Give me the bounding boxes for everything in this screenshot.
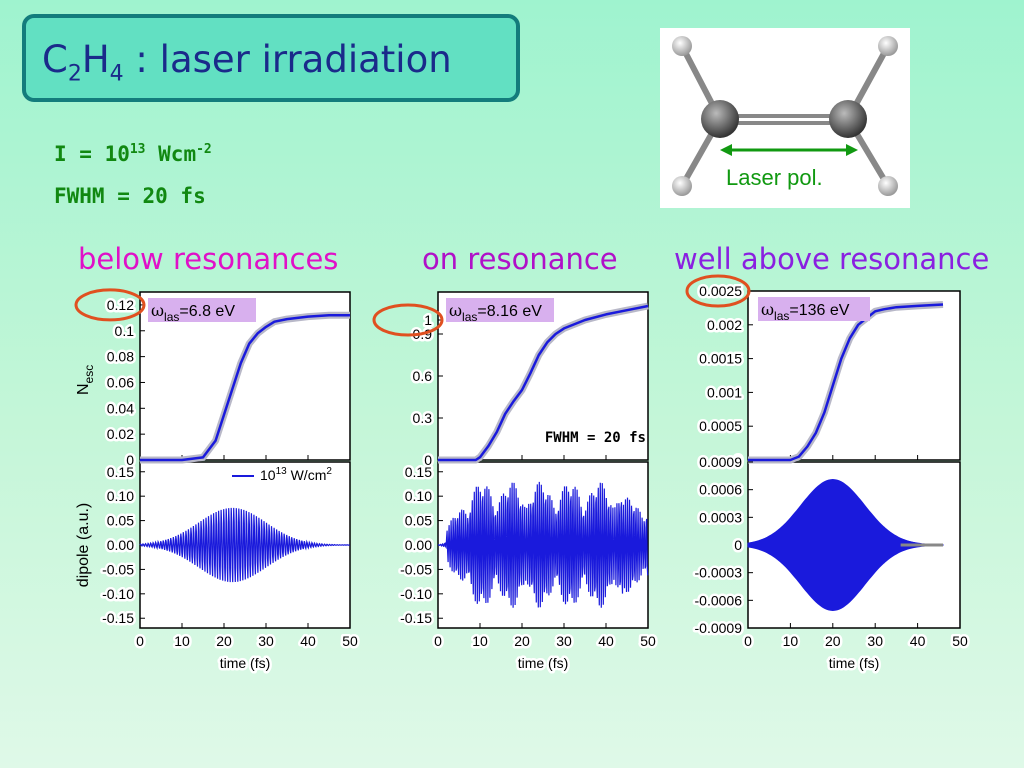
x-tick-label: 10	[174, 633, 190, 649]
y-tick-label: 0.0015	[699, 351, 742, 367]
omega-label-box	[446, 298, 554, 322]
nesc-curve	[140, 314, 350, 462]
title-box: C2H4 : laser irradiation	[22, 14, 520, 102]
highlight-circle	[372, 303, 444, 337]
omega-label-box	[758, 297, 870, 321]
x-tick-label: 10	[472, 633, 488, 649]
y-tick-label: 0.05	[107, 513, 134, 529]
y-tick-label: 0.12	[107, 297, 134, 313]
fwhm-label: FWHM = 20 fs	[54, 184, 206, 208]
y-tick-label: -0.0009	[695, 620, 743, 636]
y-tick-label: 0.10	[405, 488, 432, 504]
y-tick-label: 0.3	[413, 410, 433, 426]
y-tick-label: -0.15	[102, 610, 134, 626]
x-tick-label: 40	[910, 633, 926, 649]
x-tick-label: 0	[744, 633, 752, 649]
y-tick-label: 0	[424, 452, 432, 468]
x-tick-label: 50	[342, 633, 358, 649]
nesc-y-label: Nesc	[75, 365, 96, 395]
y-tick-label: -0.05	[400, 561, 432, 577]
y-tick-label: 0.05	[405, 513, 432, 529]
dipole-y-label: dipole (a.u.)	[75, 503, 92, 588]
y-tick-label: 0.10	[107, 488, 134, 504]
y-tick-label: 0.06	[107, 374, 134, 390]
y-tick-label: 0.002	[707, 317, 742, 333]
x-tick-label: 30	[556, 633, 572, 649]
y-tick-label: 0.04	[107, 400, 134, 416]
condition-above: well above resonance	[674, 242, 990, 276]
x-axis-label: time (fs)	[220, 655, 271, 671]
y-tick-label: 0.001	[707, 384, 742, 400]
dipole-signal	[437, 481, 649, 608]
laser-polarization-arrow	[720, 144, 858, 156]
carbon-atom	[829, 100, 867, 138]
intensity-label: I = 1013 Wcm-2	[54, 142, 212, 166]
condition-on: on resonance	[422, 242, 618, 276]
x-tick-label: 40	[300, 633, 316, 649]
fwhm-annotation: FWHM = 20 fs	[545, 430, 646, 446]
x-tick-label: 0	[136, 633, 144, 649]
legend-label: 1013 W/cm2	[260, 466, 332, 483]
y-tick-label: 0	[126, 452, 134, 468]
y-tick-label: 0.00	[405, 537, 432, 553]
dipole-signal	[139, 507, 350, 583]
y-tick-label: 0.1	[115, 323, 135, 339]
omega-label: ωlas=8.16 eV	[449, 301, 542, 324]
y-tick-label: 0.15	[107, 464, 134, 480]
y-tick-label: -0.0003	[695, 565, 743, 581]
omega-label: ωlas=136 eV	[761, 300, 850, 323]
x-tick-label: 20	[825, 633, 841, 649]
laser-pol-label: Laser pol.	[726, 165, 823, 190]
y-tick-label: 0	[734, 452, 742, 468]
y-tick-label: 0.02	[107, 426, 134, 442]
x-tick-label: 0	[434, 633, 442, 649]
condition-below: below resonances	[78, 242, 339, 276]
y-tick-label: 0.00	[107, 537, 134, 553]
y-tick-label: -0.0006	[695, 592, 743, 608]
x-axis-label: time (fs)	[518, 655, 569, 671]
x-tick-label: 30	[258, 633, 274, 649]
x-tick-label: 10	[783, 633, 799, 649]
y-tick-label: 0.0003	[699, 509, 742, 525]
highlight-circle	[685, 274, 751, 308]
highlight-circle	[74, 288, 146, 322]
x-tick-label: 20	[514, 633, 530, 649]
hydrogen-atom	[878, 176, 898, 196]
ethylene-molecule-diagram: Laser pol.	[660, 28, 910, 208]
y-tick-label: 0.0006	[699, 482, 742, 498]
x-tick-label: 50	[640, 633, 656, 649]
y-tick-label: 0.0009	[699, 454, 742, 470]
omega-label: ωlas=6.8 eV	[151, 301, 235, 324]
slide-title: C2H4 : laser irradiation	[42, 38, 452, 87]
y-tick-label: -0.10	[102, 586, 134, 602]
y-tick-label: 0.0005	[699, 418, 742, 434]
x-tick-label: 50	[952, 633, 968, 649]
y-tick-label: 0	[734, 537, 742, 553]
x-tick-label: 30	[867, 633, 883, 649]
y-tick-label: 1	[424, 312, 432, 328]
nesc-curve	[438, 304, 649, 462]
hydrogen-atom	[878, 36, 898, 56]
hydrogen-atom	[672, 176, 692, 196]
y-tick-label: 0.6	[413, 368, 433, 384]
y-tick-label: -0.05	[102, 561, 134, 577]
nesc-curve	[748, 303, 944, 462]
hydrogen-atom	[672, 36, 692, 56]
y-tick-label: 0.0025	[699, 283, 742, 299]
y-tick-label: 0.08	[107, 349, 134, 365]
x-axis-label: time (fs)	[829, 655, 880, 671]
carbon-atom	[701, 100, 739, 138]
omega-label-box	[148, 298, 256, 322]
y-tick-label: -0.15	[400, 610, 432, 626]
y-tick-label: -0.10	[400, 586, 432, 602]
y-tick-label: 0.15	[405, 464, 432, 480]
x-tick-label: 20	[216, 633, 232, 649]
x-tick-label: 40	[598, 633, 614, 649]
